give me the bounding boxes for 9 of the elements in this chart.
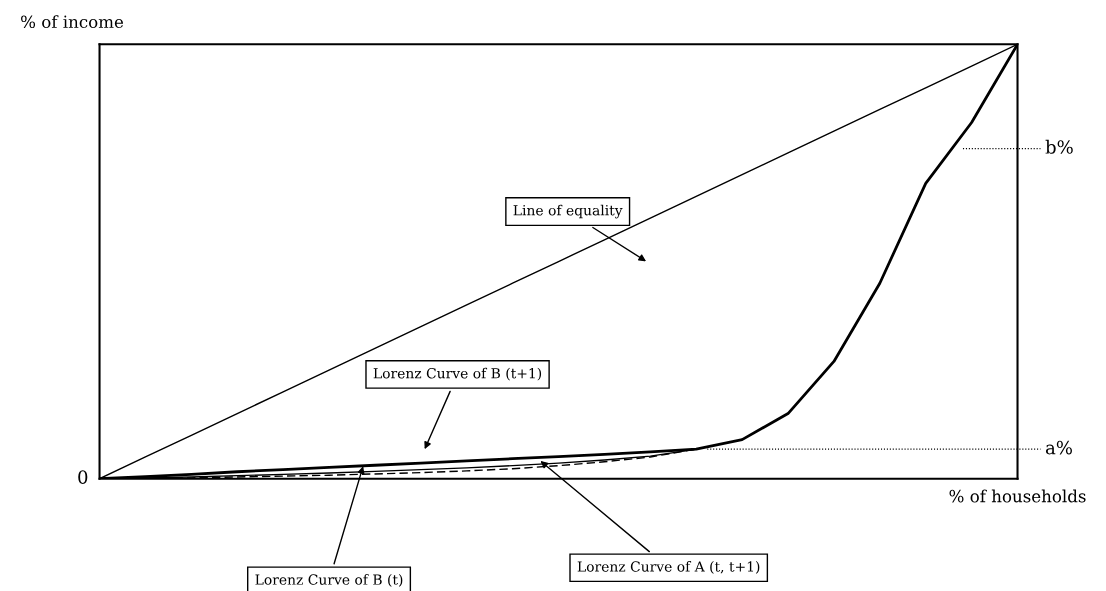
text: Lorenz Curve of A (t, t+1) xyxy=(577,561,760,574)
x-axis-title: % of households xyxy=(949,489,1086,503)
ref-line-label: b% xyxy=(1045,139,1073,154)
text: 0 xyxy=(78,470,88,484)
annotation: Line of equality xyxy=(513,204,623,219)
text: Lorenz Curve of B (t) xyxy=(255,574,403,587)
ref-line-label: a% xyxy=(1045,440,1072,455)
annotation: Lorenz Curve of B (t+1) xyxy=(373,367,542,381)
y-axis-title: % of income xyxy=(21,15,124,29)
